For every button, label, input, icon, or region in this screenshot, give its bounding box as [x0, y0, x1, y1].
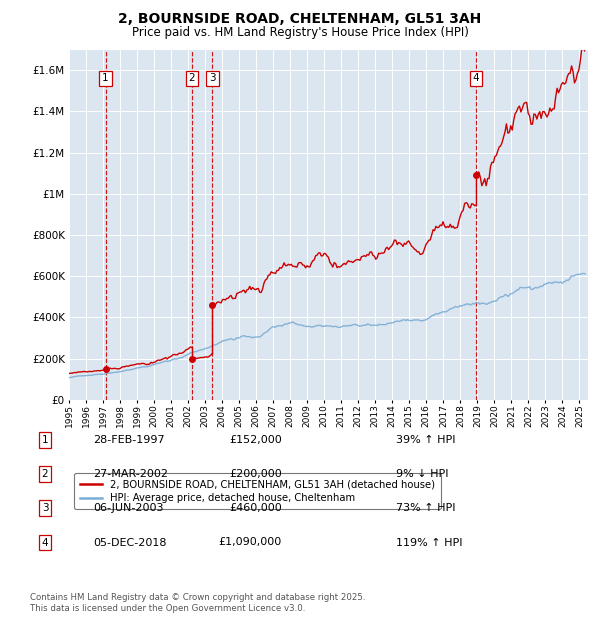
Text: 3: 3: [209, 73, 216, 84]
Text: 2, BOURNSIDE ROAD, CHELTENHAM, GL51 3AH: 2, BOURNSIDE ROAD, CHELTENHAM, GL51 3AH: [118, 12, 482, 27]
Legend: 2, BOURNSIDE ROAD, CHELTENHAM, GL51 3AH (detached house), HPI: Average price, de: 2, BOURNSIDE ROAD, CHELTENHAM, GL51 3AH …: [74, 473, 441, 509]
Text: 27-MAR-2002: 27-MAR-2002: [93, 469, 168, 479]
Text: Price paid vs. HM Land Registry's House Price Index (HPI): Price paid vs. HM Land Registry's House …: [131, 26, 469, 39]
Text: 2: 2: [189, 73, 196, 84]
Text: 39% ↑ HPI: 39% ↑ HPI: [396, 435, 455, 445]
Text: 1: 1: [102, 73, 109, 84]
Text: 3: 3: [41, 503, 49, 513]
Text: £1,090,000: £1,090,000: [219, 538, 282, 547]
Text: 28-FEB-1997: 28-FEB-1997: [93, 435, 164, 445]
Text: £460,000: £460,000: [229, 503, 282, 513]
Text: 73% ↑ HPI: 73% ↑ HPI: [396, 503, 455, 513]
Text: £200,000: £200,000: [229, 469, 282, 479]
Text: 4: 4: [41, 538, 49, 547]
Text: 4: 4: [473, 73, 479, 84]
Text: Contains HM Land Registry data © Crown copyright and database right 2025.
This d: Contains HM Land Registry data © Crown c…: [30, 593, 365, 613]
Text: 06-JUN-2003: 06-JUN-2003: [93, 503, 163, 513]
Text: 05-DEC-2018: 05-DEC-2018: [93, 538, 167, 547]
Text: 2: 2: [41, 469, 49, 479]
Text: £152,000: £152,000: [229, 435, 282, 445]
Text: 119% ↑ HPI: 119% ↑ HPI: [396, 538, 463, 547]
Text: 1: 1: [41, 435, 49, 445]
Text: 9% ↓ HPI: 9% ↓ HPI: [396, 469, 449, 479]
